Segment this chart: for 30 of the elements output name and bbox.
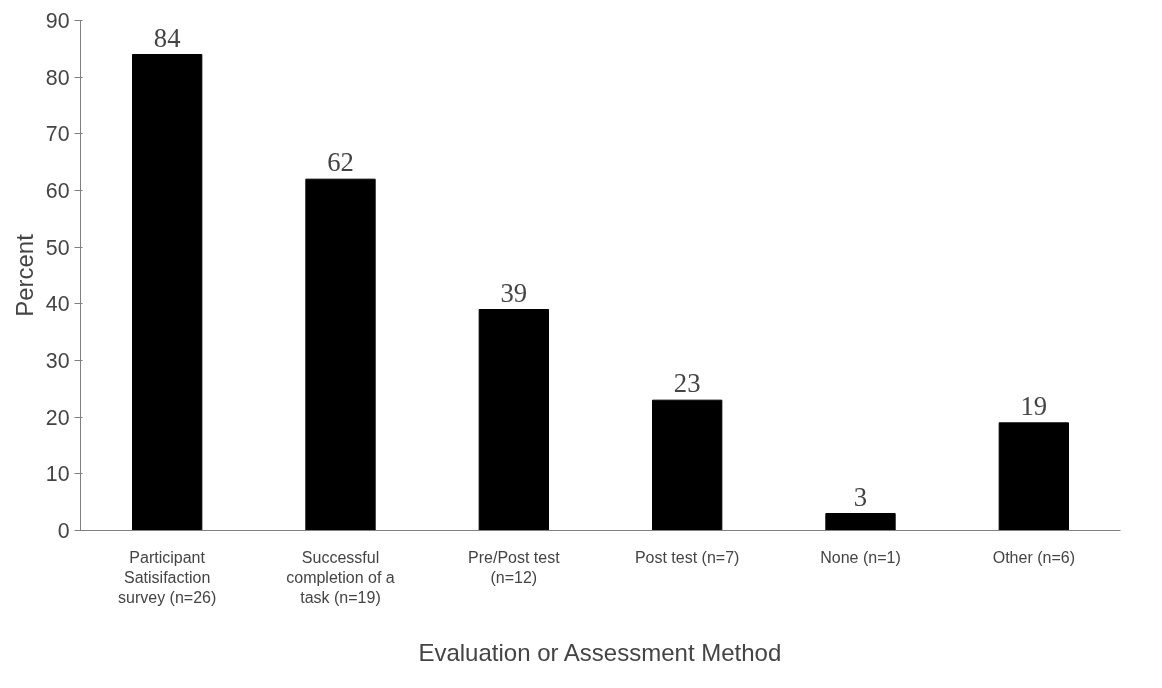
data-label: 84 (153, 22, 181, 53)
bar (652, 399, 723, 531)
y-tick-label: 60 (45, 179, 70, 203)
x-tick-label: Successful completion of a task (n=19) (286, 548, 395, 607)
y-tick-label: 70 (45, 122, 70, 147)
x-tick-label: None (n=1) (820, 548, 901, 566)
y-tick-label: 0 (57, 519, 70, 543)
y-tick-label: 50 (45, 235, 70, 260)
bar (305, 178, 376, 531)
y-tick-label: 80 (45, 65, 70, 90)
bar (132, 54, 203, 531)
x-tick-label: Other (n=6) (992, 548, 1075, 566)
data-label: 3 (853, 481, 868, 512)
x-tick-label: Participant Satisifaction survey (n=26) (118, 548, 217, 607)
x-axis-title: Evaluation or Assessment Method (418, 639, 782, 667)
y-tick-label: 30 (45, 349, 70, 373)
y-tick-label: 20 (45, 405, 70, 430)
data-label: 19 (1020, 390, 1048, 421)
y-axis-title: Percent (10, 233, 38, 317)
bar (825, 513, 896, 531)
y-tick-label: 10 (45, 462, 70, 487)
data-label: 39 (500, 277, 528, 308)
x-tick-label: Pre/Post test (n=12) (468, 548, 561, 586)
data-label: 23 (673, 368, 701, 399)
y-tick-label: 40 (45, 292, 70, 317)
y-tick-label: 90 (45, 9, 70, 33)
data-label: 62 (327, 147, 354, 178)
bar (478, 309, 549, 531)
x-tick-label: Post test (n=7) (634, 548, 740, 566)
bar (998, 422, 1069, 531)
